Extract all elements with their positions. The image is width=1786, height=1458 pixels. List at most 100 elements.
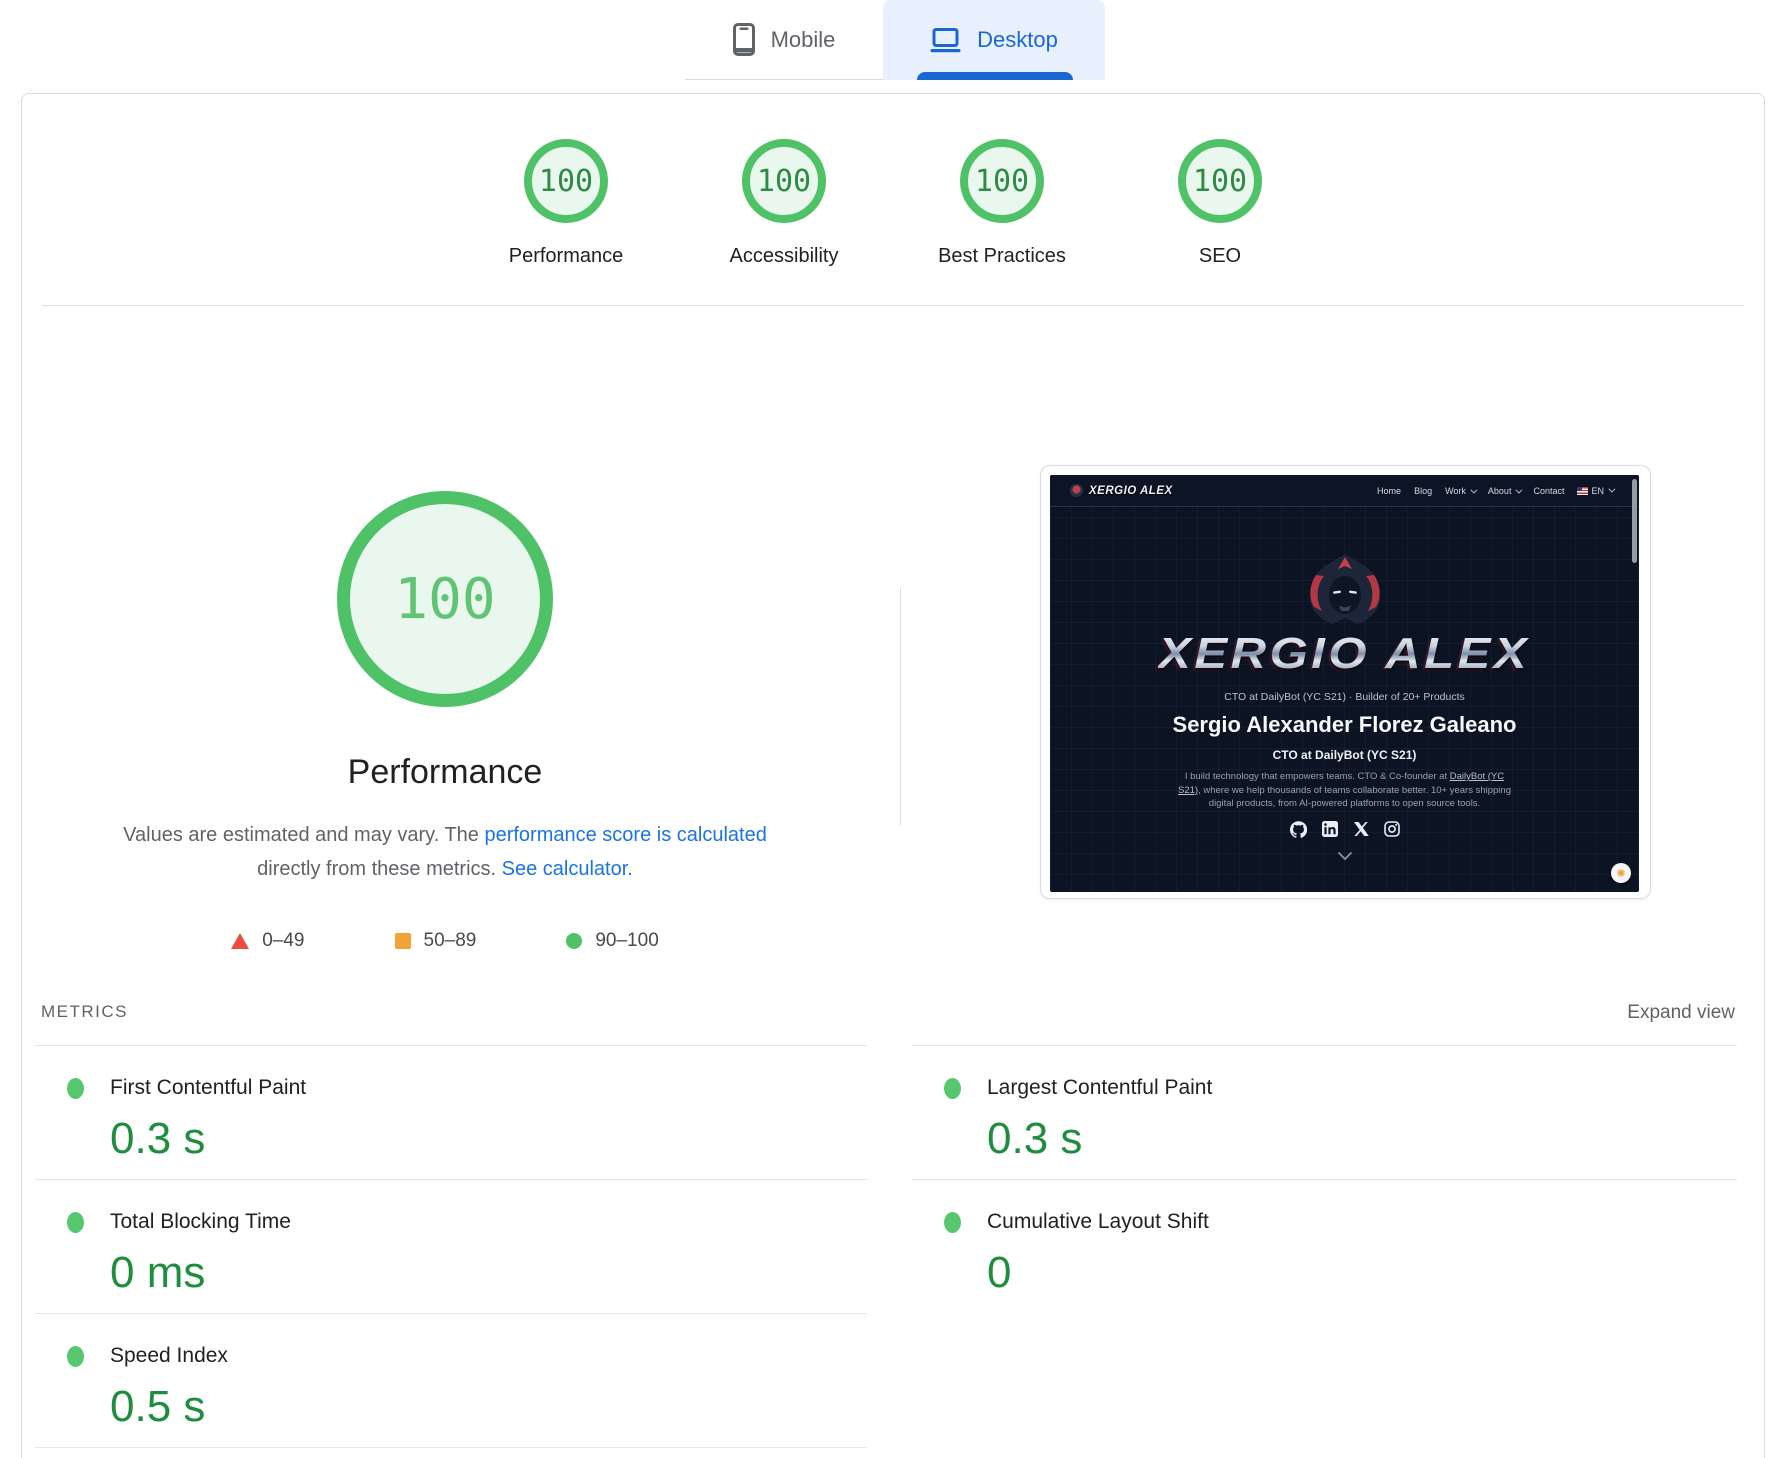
legend-fail: 0–49 xyxy=(231,930,305,952)
score-accessibility[interactable]: 100 Accessibility xyxy=(730,139,838,268)
metric-value: 0.3 s xyxy=(987,1114,1083,1163)
chat-widget-button: ✺ xyxy=(1611,863,1631,883)
performance-gauge[interactable]: 100 xyxy=(337,491,553,707)
tab-desktop[interactable]: Desktop xyxy=(883,0,1105,80)
legend-range-label: 90–100 xyxy=(595,930,659,951)
legend-average: 50–89 xyxy=(394,930,477,952)
desktop-laptop-icon xyxy=(930,27,961,52)
site-language-selector: EN xyxy=(1577,486,1613,496)
calc-link[interactable]: performance score is calculated xyxy=(484,824,767,846)
score-gauge-icon: 100 xyxy=(1178,139,1262,223)
site-nav-home: Home xyxy=(1377,485,1402,496)
expand-view-link[interactable]: Expand view xyxy=(1627,1002,1735,1023)
scroll-down-chevron-icon xyxy=(1337,851,1352,860)
bio-link-text: S21) xyxy=(1178,784,1199,796)
metrics-heading: METRICS xyxy=(41,1002,128,1021)
metric-name: Speed Index xyxy=(110,1344,228,1367)
site-logo: XERGIO ALEX xyxy=(1070,484,1173,497)
vertical-divider xyxy=(900,588,901,825)
green-circle-icon xyxy=(566,933,583,949)
bio-text: , where we help thousands of teams colla… xyxy=(1198,784,1511,796)
pass-dot-icon xyxy=(944,1211,961,1233)
social-icons-row xyxy=(1289,820,1400,838)
bio-text: digital products, from AI-powered platfo… xyxy=(1208,798,1481,809)
active-tab-indicator xyxy=(917,72,1073,80)
site-screenshot: XERGIO ALEX Home Blog Work About Contact… xyxy=(1050,475,1639,892)
hero-bio: I build technology that empowers teams. … xyxy=(1178,770,1511,811)
legend-pass: 90–100 xyxy=(566,930,659,952)
metrics-column-right: Largest Contentful Paint 0.3 s Cumulativ… xyxy=(912,1045,1737,1313)
performance-gauge-section: 100 Performance Values are estimated and… xyxy=(25,305,865,952)
pass-dot-icon xyxy=(67,1077,84,1099)
site-scrollbar xyxy=(1632,479,1637,563)
score-label: Best Practices xyxy=(938,245,1066,267)
score-range-legend: 0–49 50–89 90–100 xyxy=(25,930,865,952)
us-flag-icon xyxy=(1577,486,1589,495)
metric-value: 0 ms xyxy=(110,1248,206,1297)
score-explanation: Values are estimated and may vary. The p… xyxy=(95,818,795,886)
site-nav-blog: Blog xyxy=(1414,485,1433,496)
metric-name: Largest Contentful Paint xyxy=(987,1076,1213,1099)
metric-cumulative-layout-shift: Cumulative Layout Shift 0 xyxy=(912,1179,1737,1313)
site-hero: XERGIO ALEX CTO at DailyBot (YC S21) · B… xyxy=(1050,475,1639,860)
legend-range-label: 0–49 xyxy=(262,930,305,951)
bio-text: I build technology that empowers teams. … xyxy=(1184,771,1450,782)
tab-desktop-label: Desktop xyxy=(977,27,1058,52)
score-label: Performance xyxy=(508,245,624,267)
pass-dot-icon xyxy=(67,1211,84,1233)
site-logo-mascot-icon xyxy=(1070,484,1083,497)
metric-name: Cumulative Layout Shift xyxy=(987,1210,1209,1233)
metric-first-contentful-paint: First Contentful Paint 0.3 s xyxy=(35,1045,867,1179)
performance-title: Performance xyxy=(347,753,543,791)
x-twitter-icon xyxy=(1353,822,1369,836)
score-performance[interactable]: 100 Performance xyxy=(509,139,623,268)
see-calculator-link[interactable]: See calculator. xyxy=(501,858,633,880)
hero-role: CTO at DailyBot (YC S21) xyxy=(1272,748,1417,762)
site-language-label: EN xyxy=(1591,485,1604,496)
score-seo[interactable]: 100 SEO xyxy=(1178,139,1262,268)
instagram-icon xyxy=(1383,821,1400,837)
report-card: 100 Performance 100 Accessibility 100 Be… xyxy=(21,93,1765,1458)
metric-name: First Contentful Paint xyxy=(110,1076,307,1099)
hero-name: Sergio Alexander Florez Galeano xyxy=(1172,712,1517,737)
metric-name: Total Blocking Time xyxy=(110,1210,291,1233)
score-gauge-icon: 100 xyxy=(960,139,1044,223)
pass-dot-icon xyxy=(67,1345,84,1367)
pass-dot-icon xyxy=(944,1077,961,1099)
site-nav-work: Work xyxy=(1445,486,1475,496)
score-gauge-icon: 100 xyxy=(742,139,826,223)
orange-square-icon xyxy=(394,933,411,949)
hero-logo-text: XERGIO ALEX xyxy=(1158,629,1531,678)
metric-value: 0.3 s xyxy=(110,1114,206,1163)
site-nav-about: About xyxy=(1488,486,1521,496)
site-nav-contact: Contact xyxy=(1533,485,1565,496)
site-logo-text: XERGIO ALEX xyxy=(1089,484,1173,497)
score-gauge-icon: 100 xyxy=(524,139,608,223)
metric-value: 0 xyxy=(987,1248,1012,1297)
metric-largest-contentful-paint: Largest Contentful Paint 0.3 s xyxy=(912,1045,1737,1179)
final-screenshot-thumbnail: XERGIO ALEX Home Blog Work About Contact… xyxy=(1040,465,1651,899)
score-best-practices[interactable]: 100 Best Practices xyxy=(938,139,1066,268)
linkedin-icon xyxy=(1321,821,1338,837)
mascot-illustration xyxy=(1309,554,1380,624)
mobile-phone-icon xyxy=(732,23,755,56)
metrics-column-left: First Contentful Paint 0.3 s Total Block… xyxy=(35,1045,867,1448)
metric-value: 0.5 s xyxy=(110,1382,206,1431)
tab-mobile-label: Mobile xyxy=(770,26,836,52)
tab-mobile[interactable]: Mobile xyxy=(685,0,883,80)
legend-range-label: 50–89 xyxy=(423,930,477,951)
hero-tagline: CTO at DailyBot (YC S21) · Builder of 20… xyxy=(1224,691,1465,703)
device-tab-strip: Mobile Desktop xyxy=(685,0,1105,80)
score-label: SEO xyxy=(1198,245,1242,267)
metric-total-blocking-time: Total Blocking Time 0 ms xyxy=(35,1179,867,1313)
section-divider xyxy=(42,305,1744,306)
red-triangle-icon xyxy=(231,933,250,949)
score-label: Accessibility xyxy=(729,245,839,267)
github-icon xyxy=(1289,820,1307,838)
site-header: XERGIO ALEX Home Blog Work About Contact… xyxy=(1050,475,1639,507)
bio-link-text: DailyBot (YC xyxy=(1449,771,1505,782)
site-nav: Home Blog Work About Contact EN xyxy=(1377,486,1613,496)
category-score-summary: 100 Performance 100 Accessibility 100 Be… xyxy=(22,139,1764,268)
desc-text: Values are estimated and may vary. The xyxy=(123,824,485,846)
